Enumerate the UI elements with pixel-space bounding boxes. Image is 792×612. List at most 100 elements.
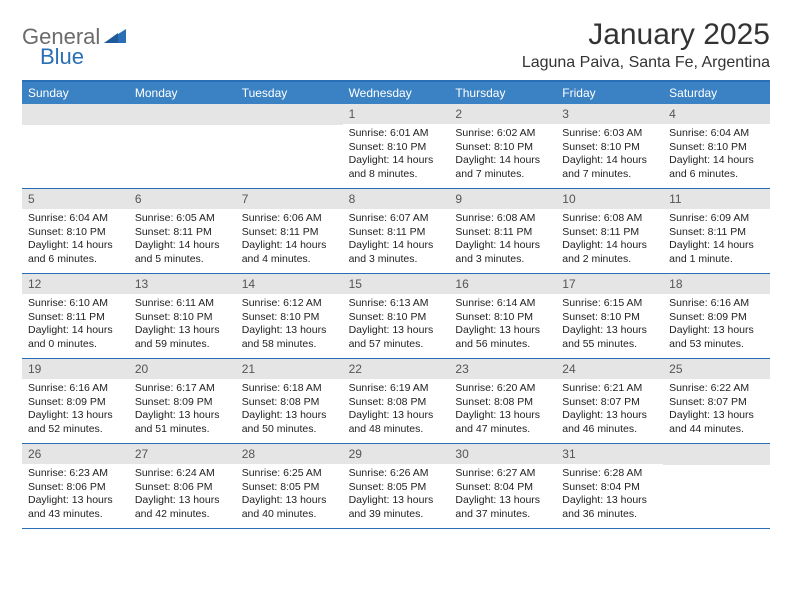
day-details: Sunrise: 6:09 AMSunset: 8:11 PMDaylight:… — [663, 209, 770, 271]
daylight-text: Daylight: 13 hours and 57 minutes. — [349, 324, 444, 351]
day-details: Sunrise: 6:08 AMSunset: 8:11 PMDaylight:… — [556, 209, 663, 271]
daylight-text: Daylight: 13 hours and 46 minutes. — [562, 409, 657, 436]
day-cell: 8Sunrise: 6:07 AMSunset: 8:11 PMDaylight… — [343, 189, 450, 273]
sunset-text: Sunset: 8:10 PM — [349, 311, 444, 325]
day-cell: 27Sunrise: 6:24 AMSunset: 8:06 PMDayligh… — [129, 444, 236, 528]
sunrise-text: Sunrise: 6:10 AM — [28, 297, 123, 311]
day-number: 15 — [343, 274, 450, 294]
sunset-text: Sunset: 8:11 PM — [562, 226, 657, 240]
daylight-text: Daylight: 13 hours and 59 minutes. — [135, 324, 230, 351]
sunrise-text: Sunrise: 6:26 AM — [349, 467, 444, 481]
sunrise-text: Sunrise: 6:28 AM — [562, 467, 657, 481]
sunrise-text: Sunrise: 6:18 AM — [242, 382, 337, 396]
header: General Blue January 2025 Laguna Paiva, … — [22, 18, 770, 72]
day-number: 10 — [556, 189, 663, 209]
day-number: 2 — [449, 104, 556, 124]
sunset-text: Sunset: 8:11 PM — [455, 226, 550, 240]
daylight-text: Daylight: 13 hours and 39 minutes. — [349, 494, 444, 521]
sunrise-text: Sunrise: 6:16 AM — [28, 382, 123, 396]
sunrise-text: Sunrise: 6:25 AM — [242, 467, 337, 481]
day-details: Sunrise: 6:26 AMSunset: 8:05 PMDaylight:… — [343, 464, 450, 526]
day-cell: 19Sunrise: 6:16 AMSunset: 8:09 PMDayligh… — [22, 359, 129, 443]
daylight-text: Daylight: 13 hours and 37 minutes. — [455, 494, 550, 521]
sunrise-text: Sunrise: 6:24 AM — [135, 467, 230, 481]
day-number: 5 — [22, 189, 129, 209]
sunset-text: Sunset: 8:05 PM — [349, 481, 444, 495]
day-cell: 28Sunrise: 6:25 AMSunset: 8:05 PMDayligh… — [236, 444, 343, 528]
day-cell: 25Sunrise: 6:22 AMSunset: 8:07 PMDayligh… — [663, 359, 770, 443]
day-number — [236, 104, 343, 125]
day-cell: 17Sunrise: 6:15 AMSunset: 8:10 PMDayligh… — [556, 274, 663, 358]
weeks-container: 1Sunrise: 6:01 AMSunset: 8:10 PMDaylight… — [22, 104, 770, 529]
day-number: 22 — [343, 359, 450, 379]
daylight-text: Daylight: 13 hours and 36 minutes. — [562, 494, 657, 521]
sunset-text: Sunset: 8:08 PM — [349, 396, 444, 410]
day-number — [663, 444, 770, 465]
sunrise-text: Sunrise: 6:07 AM — [349, 212, 444, 226]
daylight-text: Daylight: 14 hours and 4 minutes. — [242, 239, 337, 266]
day-header: Saturday — [663, 82, 770, 104]
day-cell: 4Sunrise: 6:04 AMSunset: 8:10 PMDaylight… — [663, 104, 770, 188]
day-cell — [22, 104, 129, 188]
day-number: 11 — [663, 189, 770, 209]
day-number: 17 — [556, 274, 663, 294]
day-details: Sunrise: 6:16 AMSunset: 8:09 PMDaylight:… — [663, 294, 770, 356]
sunset-text: Sunset: 8:11 PM — [28, 311, 123, 325]
sunrise-text: Sunrise: 6:27 AM — [455, 467, 550, 481]
sunset-text: Sunset: 8:10 PM — [28, 226, 123, 240]
day-cell: 20Sunrise: 6:17 AMSunset: 8:09 PMDayligh… — [129, 359, 236, 443]
calendar: Sunday Monday Tuesday Wednesday Thursday… — [22, 80, 770, 529]
day-details: Sunrise: 6:02 AMSunset: 8:10 PMDaylight:… — [449, 124, 556, 186]
daylight-text: Daylight: 13 hours and 55 minutes. — [562, 324, 657, 351]
sunrise-text: Sunrise: 6:16 AM — [669, 297, 764, 311]
daylight-text: Daylight: 14 hours and 5 minutes. — [135, 239, 230, 266]
day-number: 7 — [236, 189, 343, 209]
sunset-text: Sunset: 8:04 PM — [455, 481, 550, 495]
sunrise-text: Sunrise: 6:04 AM — [669, 127, 764, 141]
day-cell — [129, 104, 236, 188]
sunset-text: Sunset: 8:06 PM — [135, 481, 230, 495]
logo: General Blue — [22, 18, 128, 50]
sunset-text: Sunset: 8:11 PM — [135, 226, 230, 240]
day-cell: 15Sunrise: 6:13 AMSunset: 8:10 PMDayligh… — [343, 274, 450, 358]
day-details: Sunrise: 6:25 AMSunset: 8:05 PMDaylight:… — [236, 464, 343, 526]
day-details: Sunrise: 6:14 AMSunset: 8:10 PMDaylight:… — [449, 294, 556, 356]
day-number: 16 — [449, 274, 556, 294]
day-number: 21 — [236, 359, 343, 379]
day-number: 28 — [236, 444, 343, 464]
day-details: Sunrise: 6:04 AMSunset: 8:10 PMDaylight:… — [22, 209, 129, 271]
day-number: 27 — [129, 444, 236, 464]
daylight-text: Daylight: 14 hours and 7 minutes. — [562, 154, 657, 181]
day-header: Wednesday — [343, 82, 450, 104]
sunrise-text: Sunrise: 6:06 AM — [242, 212, 337, 226]
sunset-text: Sunset: 8:07 PM — [562, 396, 657, 410]
day-details: Sunrise: 6:07 AMSunset: 8:11 PMDaylight:… — [343, 209, 450, 271]
sunrise-text: Sunrise: 6:05 AM — [135, 212, 230, 226]
day-cell: 6Sunrise: 6:05 AMSunset: 8:11 PMDaylight… — [129, 189, 236, 273]
day-cell: 29Sunrise: 6:26 AMSunset: 8:05 PMDayligh… — [343, 444, 450, 528]
daylight-text: Daylight: 13 hours and 48 minutes. — [349, 409, 444, 436]
daylight-text: Daylight: 13 hours and 52 minutes. — [28, 409, 123, 436]
sunset-text: Sunset: 8:10 PM — [562, 141, 657, 155]
daylight-text: Daylight: 14 hours and 6 minutes. — [669, 154, 764, 181]
day-cell: 14Sunrise: 6:12 AMSunset: 8:10 PMDayligh… — [236, 274, 343, 358]
day-details: Sunrise: 6:15 AMSunset: 8:10 PMDaylight:… — [556, 294, 663, 356]
day-number: 19 — [22, 359, 129, 379]
day-cell — [663, 444, 770, 528]
daylight-text: Daylight: 14 hours and 3 minutes. — [455, 239, 550, 266]
day-number: 29 — [343, 444, 450, 464]
day-details: Sunrise: 6:22 AMSunset: 8:07 PMDaylight:… — [663, 379, 770, 441]
sunrise-text: Sunrise: 6:12 AM — [242, 297, 337, 311]
day-details: Sunrise: 6:06 AMSunset: 8:11 PMDaylight:… — [236, 209, 343, 271]
day-header: Thursday — [449, 82, 556, 104]
daylight-text: Daylight: 13 hours and 53 minutes. — [669, 324, 764, 351]
daylight-text: Daylight: 14 hours and 1 minute. — [669, 239, 764, 266]
daylight-text: Daylight: 14 hours and 2 minutes. — [562, 239, 657, 266]
sunrise-text: Sunrise: 6:22 AM — [669, 382, 764, 396]
day-number: 26 — [22, 444, 129, 464]
sunrise-text: Sunrise: 6:08 AM — [562, 212, 657, 226]
day-number: 3 — [556, 104, 663, 124]
day-details: Sunrise: 6:28 AMSunset: 8:04 PMDaylight:… — [556, 464, 663, 526]
day-details: Sunrise: 6:19 AMSunset: 8:08 PMDaylight:… — [343, 379, 450, 441]
day-number: 24 — [556, 359, 663, 379]
